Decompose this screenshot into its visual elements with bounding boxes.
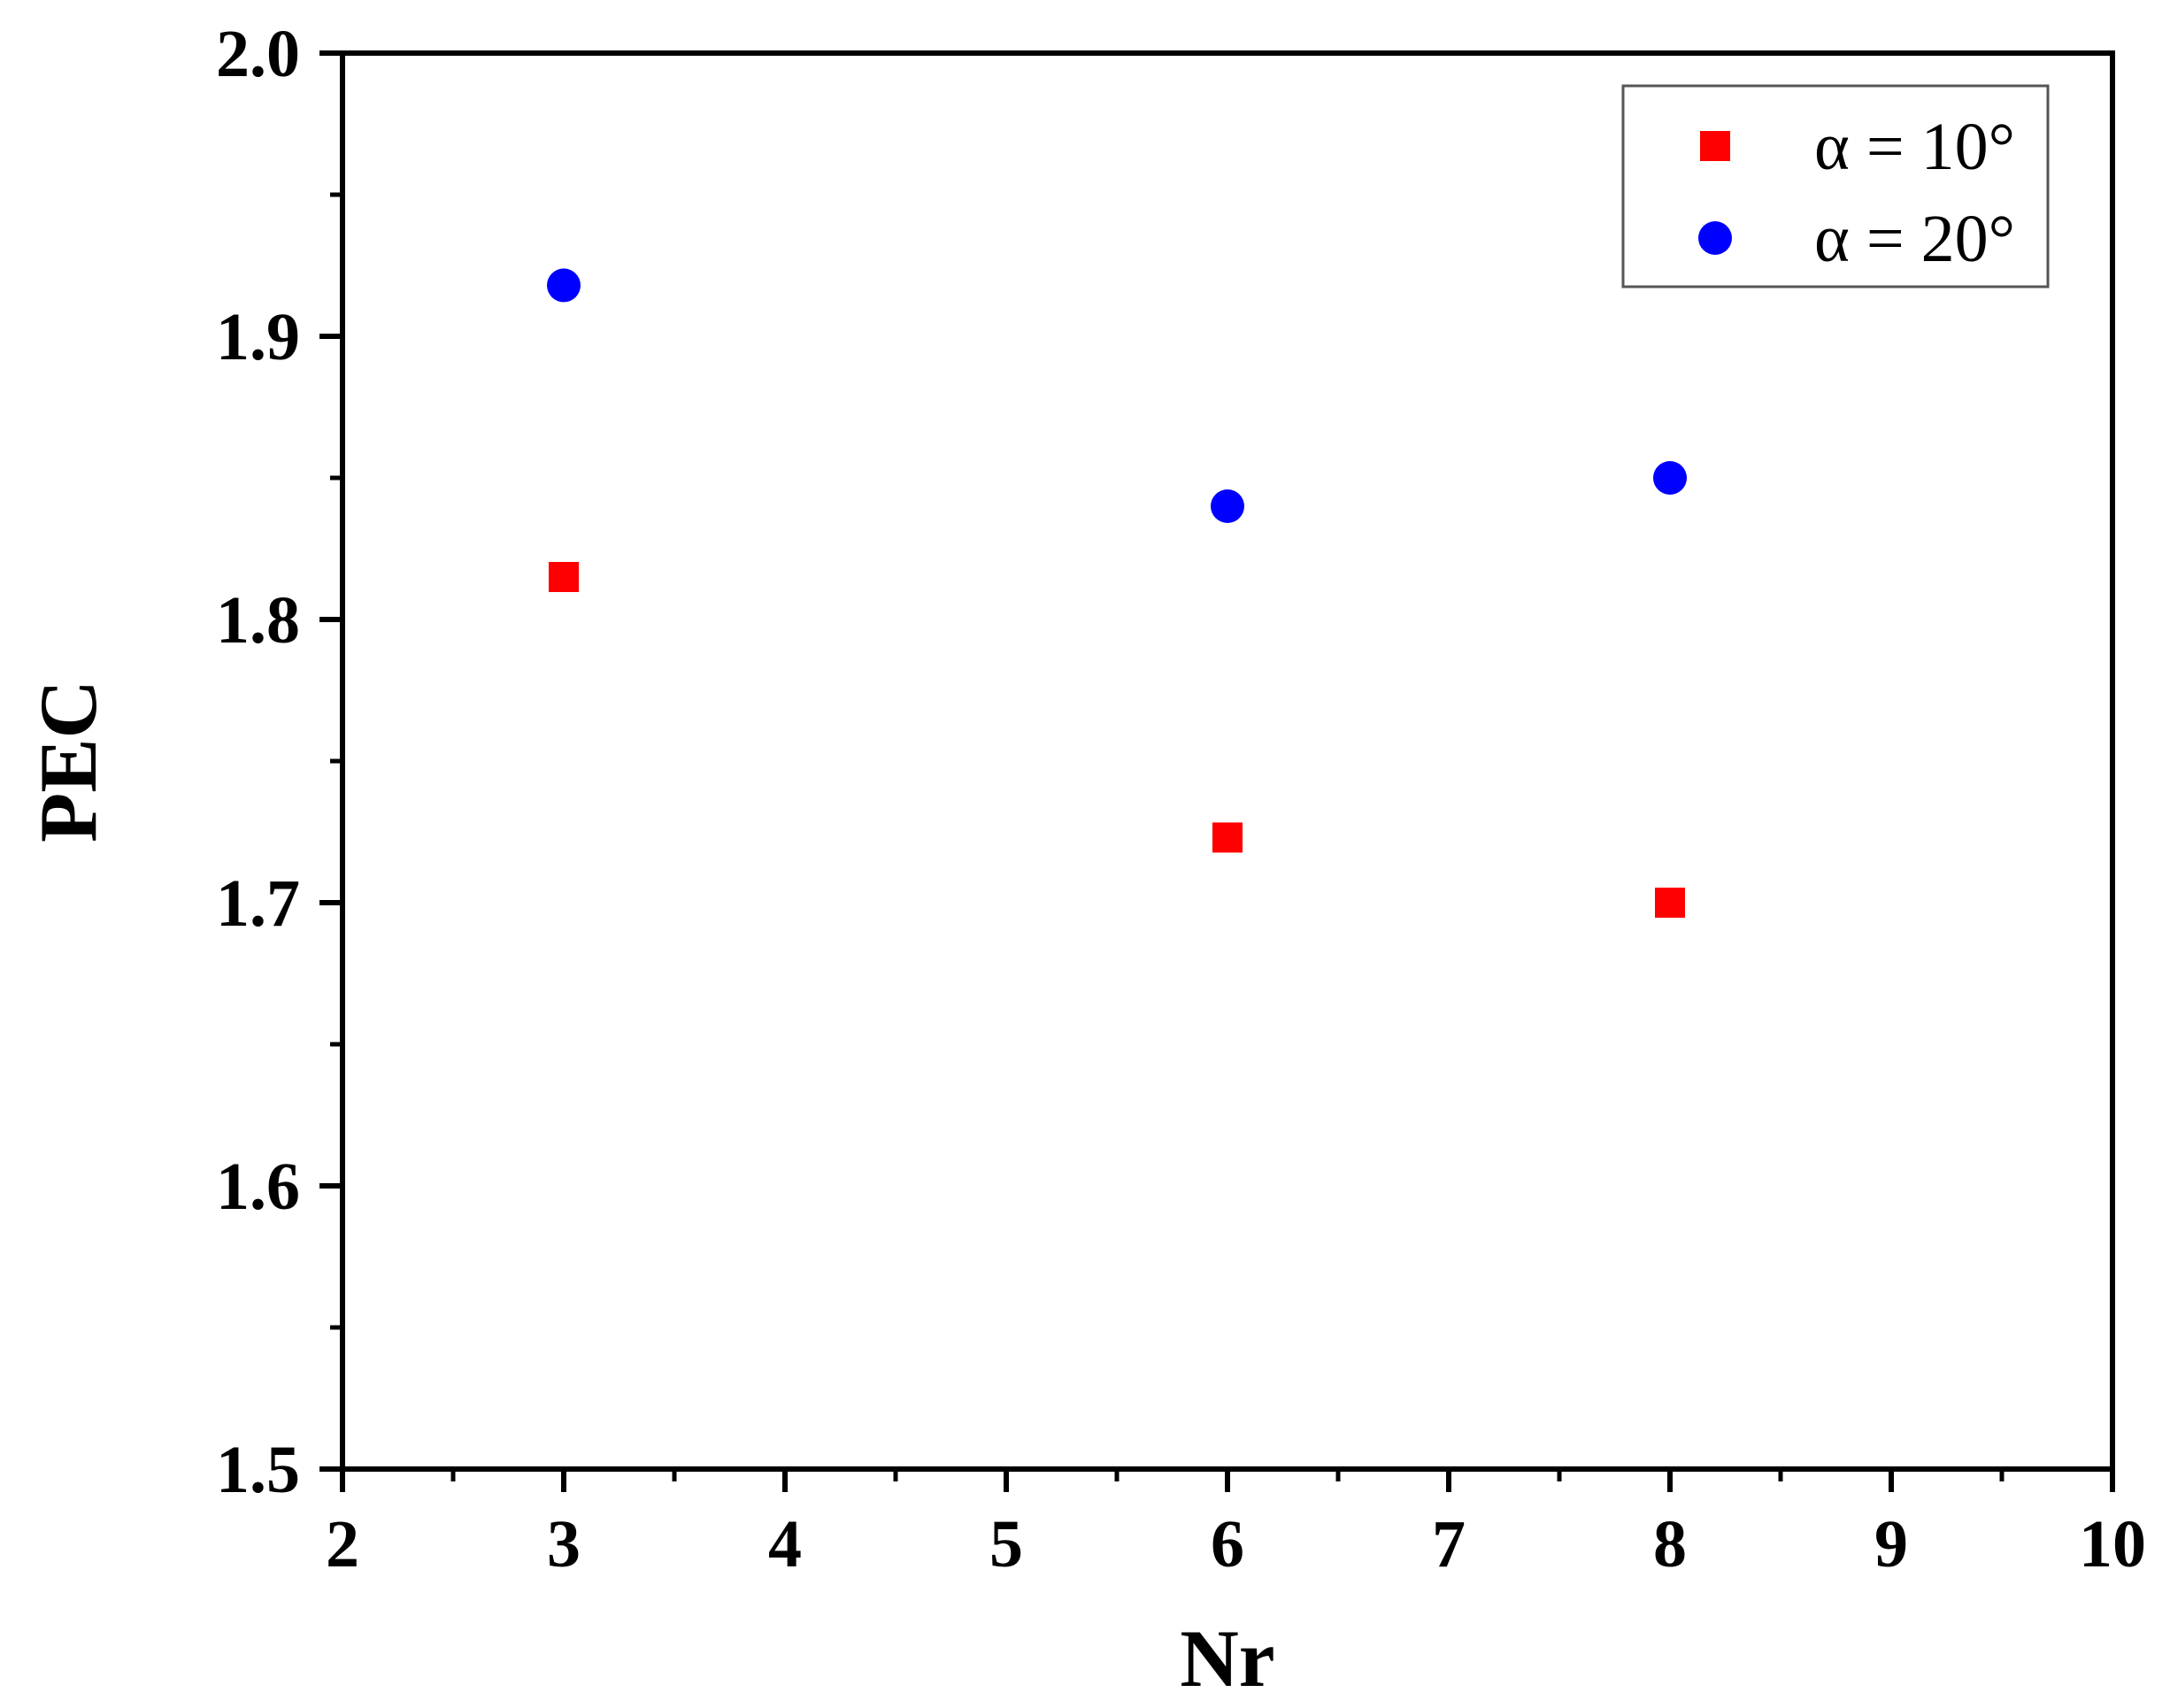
data-point-series-2 <box>1653 461 1687 495</box>
legend-label-series-2: α = 20° <box>1814 202 2015 276</box>
x-tick-label: 8 <box>1653 1507 1687 1581</box>
data-point-series-2 <box>1211 489 1244 523</box>
y-tick-label: 1.9 <box>216 300 300 374</box>
y-tick-label: 1.5 <box>216 1433 300 1507</box>
legend-label-series-1: α = 10° <box>1814 110 2015 184</box>
x-tick-label: 3 <box>547 1507 581 1581</box>
legend-marker-series-1 <box>1700 131 1730 161</box>
y-axis: 1.5 1.6 1.7 1.8 1.9 2.0 <box>216 17 342 1507</box>
x-tick-label: 6 <box>1211 1507 1244 1581</box>
data-point-series-2 <box>547 268 581 303</box>
y-tick-label: 1.7 <box>216 866 300 941</box>
data-point-series-1 <box>1212 822 1243 853</box>
y-tick-label: 1.6 <box>216 1150 300 1224</box>
x-tick-label: 9 <box>1874 1507 1908 1581</box>
x-tick-label: 10 <box>2079 1507 2146 1581</box>
y-tick-label: 2.0 <box>216 17 300 91</box>
y-axis-title: PEC <box>23 680 113 842</box>
x-tick-label: 7 <box>1432 1507 1466 1581</box>
data-points <box>547 268 1687 918</box>
x-tick-label: 5 <box>989 1507 1023 1581</box>
legend-box <box>1621 84 2050 289</box>
data-point-series-1 <box>549 562 579 592</box>
data-point-series-1 <box>1655 888 1685 918</box>
x-tick-label: 2 <box>326 1507 359 1581</box>
x-tick-label: 4 <box>768 1507 802 1581</box>
x-axis-title: Nr <box>1180 1613 1274 1704</box>
legend-marker-series-2 <box>1698 221 1732 255</box>
y-tick-label: 1.8 <box>216 583 300 658</box>
x-axis: 2 3 4 5 6 7 8 9 10 <box>326 1469 2146 1581</box>
legend: α = 10° α = 20° <box>1621 84 2050 289</box>
